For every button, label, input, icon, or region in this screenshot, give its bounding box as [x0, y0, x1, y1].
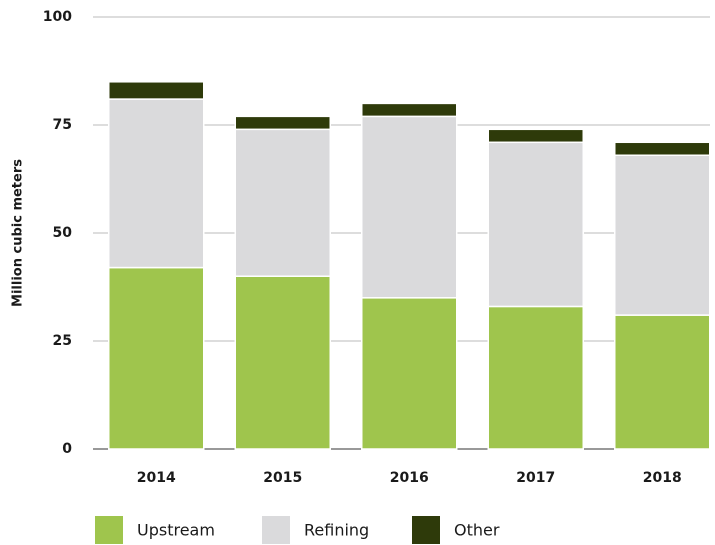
bar-segment — [108, 98, 205, 269]
legend-label: Upstream — [137, 521, 215, 540]
bar-segment — [614, 141, 711, 156]
legend-swatch — [412, 516, 440, 544]
bar-segment — [108, 266, 205, 450]
bar-segment — [361, 115, 458, 299]
y-tick-label: 50 — [53, 225, 73, 241]
y-tick-label: 0 — [62, 441, 72, 457]
legend-swatch — [95, 516, 123, 544]
bar-segment — [614, 314, 711, 450]
bar-segment — [487, 128, 584, 144]
legend-label: Refining — [304, 521, 369, 540]
bar-segment — [614, 154, 711, 316]
bar-segment — [234, 115, 331, 131]
bar-segment — [234, 128, 331, 277]
legend-swatch — [262, 516, 290, 544]
x-tick-label: 2017 — [516, 470, 555, 486]
y-tick-label: 25 — [53, 333, 72, 349]
x-tick-label: 2014 — [137, 470, 176, 486]
x-tick-label: 2018 — [643, 470, 682, 486]
bar-segment — [108, 81, 205, 100]
x-tick-label: 2015 — [263, 470, 302, 486]
bar-segment — [361, 102, 458, 118]
y-tick-label: 75 — [53, 117, 72, 133]
bar-segment — [487, 305, 584, 450]
legend-label: Other — [454, 521, 500, 540]
y-tick-label: 100 — [43, 9, 72, 25]
bar-segment — [361, 297, 458, 450]
bar-segment — [234, 275, 331, 450]
bar-segment — [487, 141, 584, 308]
y-axis-title: Million cubic meters — [11, 159, 26, 307]
x-tick-label: 2016 — [390, 470, 429, 486]
